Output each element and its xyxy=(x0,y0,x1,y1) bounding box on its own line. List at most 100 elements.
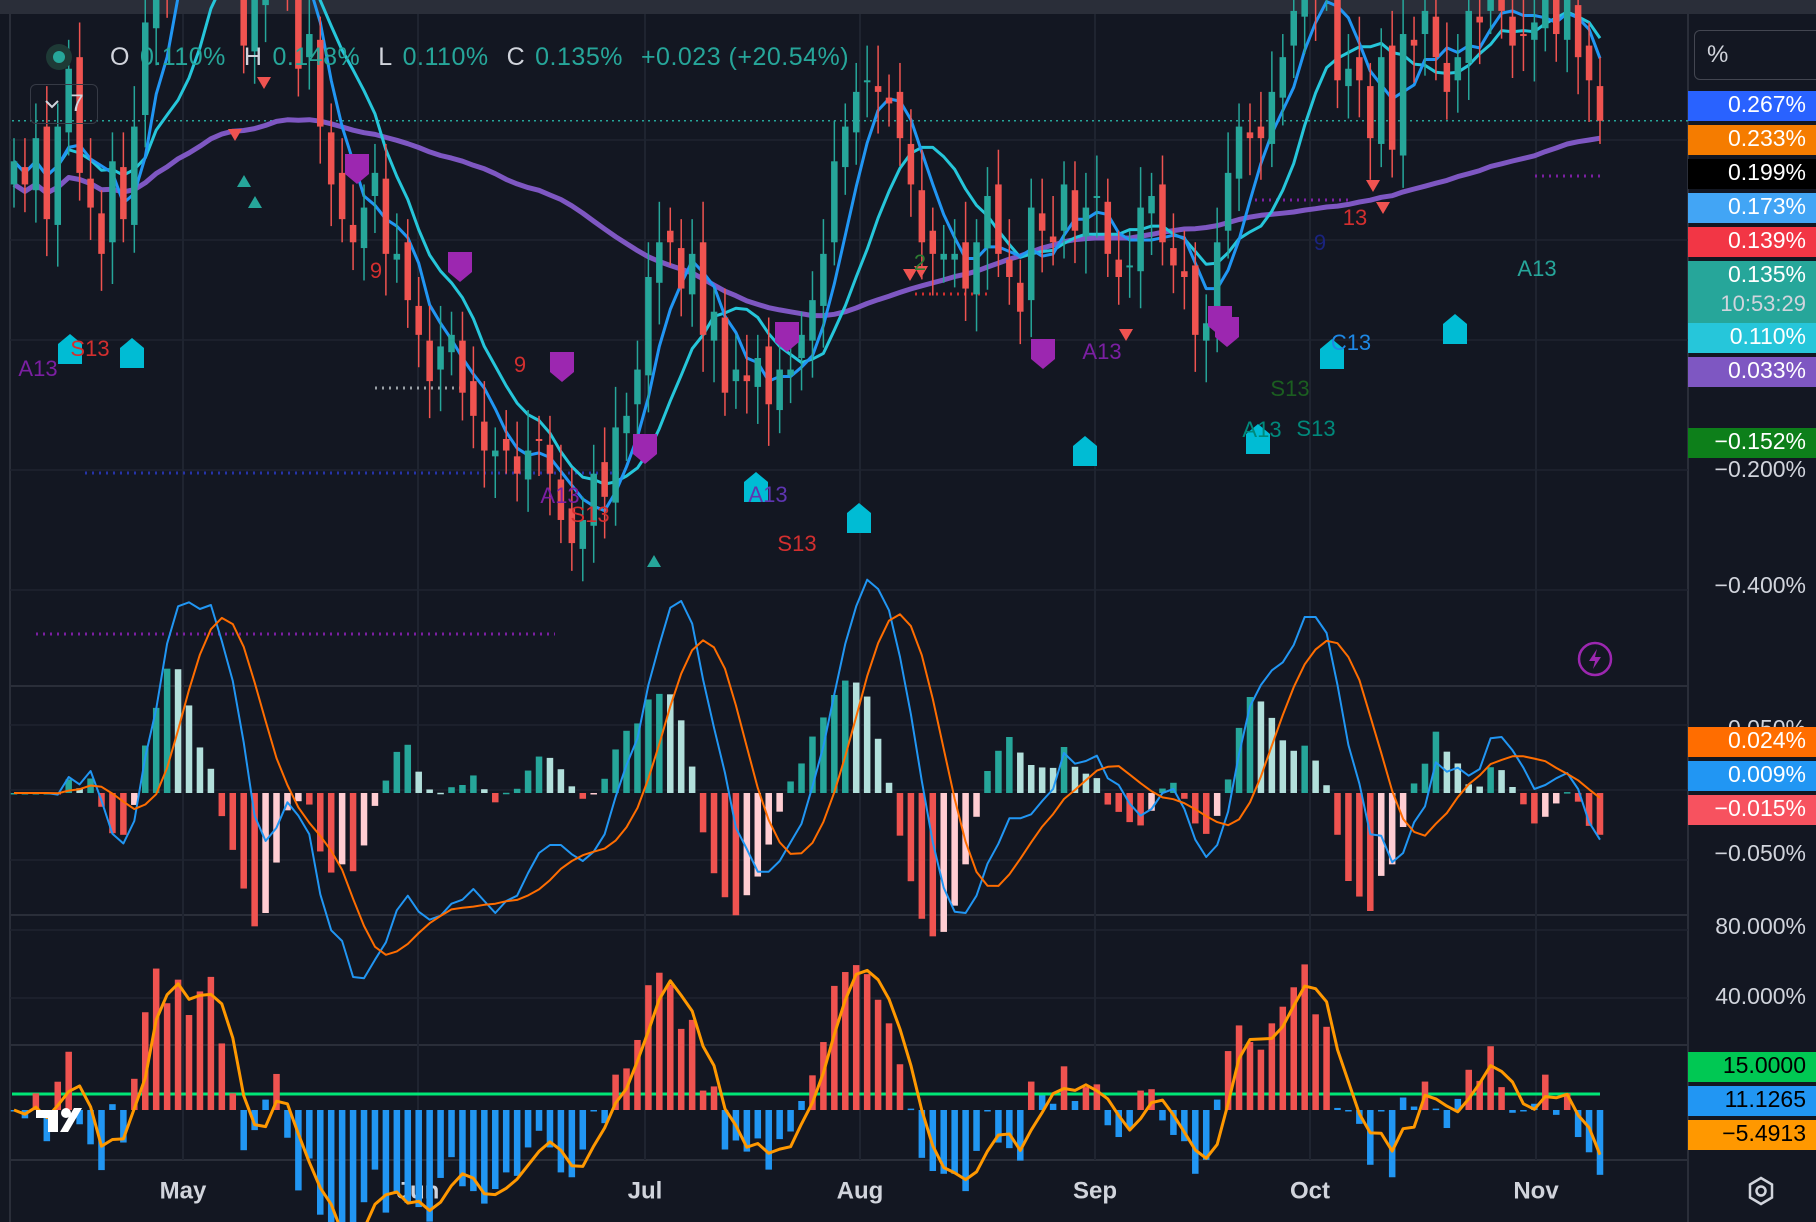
osc-histogram-bar xyxy=(65,1051,72,1110)
osc-histogram-bar xyxy=(1027,1081,1035,1110)
candle-body xyxy=(1115,259,1122,277)
macd-histogram-bar xyxy=(163,668,171,793)
macd-histogram-bar xyxy=(787,781,794,793)
signal-text-marker: A13 xyxy=(748,482,787,507)
osc-histogram-bar xyxy=(1301,964,1308,1110)
buy-arrow-marker xyxy=(647,555,661,567)
osc-histogram-bar xyxy=(645,985,652,1110)
bearish-shield-marker xyxy=(633,434,657,464)
osc-histogram-bar xyxy=(1192,1110,1199,1174)
status-dot-icon[interactable] xyxy=(46,44,72,70)
candle-body xyxy=(524,450,532,480)
price-label-text: 0.033% xyxy=(1728,357,1806,383)
candle-body xyxy=(262,0,269,6)
candle-body xyxy=(1049,236,1057,243)
candle-body xyxy=(820,253,827,306)
signal-text-marker: C13 xyxy=(1331,330,1371,355)
x-tick-label: Oct xyxy=(1290,1177,1330,1204)
macd-histogram-bar xyxy=(295,793,302,802)
candle-body xyxy=(918,190,926,243)
candle-body xyxy=(612,427,619,503)
osc-histogram-bar xyxy=(1596,1110,1604,1175)
candle-body xyxy=(426,340,433,382)
price-label-box xyxy=(1688,357,1816,387)
macd-histogram-bar xyxy=(382,780,390,793)
bearish-shield-marker xyxy=(1215,317,1239,347)
sell-arrow-marker xyxy=(903,269,917,281)
mid-axis-tick: 80.000% xyxy=(1715,913,1806,939)
candle-body xyxy=(306,34,313,58)
osc-histogram-bar xyxy=(404,1110,412,1203)
osc-histogram-bar xyxy=(426,1110,433,1222)
candle-body xyxy=(1476,16,1483,23)
price-label-box xyxy=(1688,193,1816,223)
price-label-box xyxy=(1688,227,1816,257)
osc-histogram-bar xyxy=(163,1003,171,1110)
osc-histogram-bar xyxy=(185,1015,193,1110)
macd-histogram-bar xyxy=(1038,767,1046,793)
tv-logo-part xyxy=(36,1110,58,1132)
candle-body xyxy=(634,369,641,405)
osc-histogram-bar xyxy=(1323,1026,1330,1110)
osc-histogram-bar xyxy=(1246,1042,1254,1110)
lightning-icon[interactable] xyxy=(1576,640,1614,678)
osc-histogram-bar xyxy=(502,1110,510,1173)
macd-histogram-bar xyxy=(196,747,204,793)
macd-histogram-bar xyxy=(721,793,729,898)
osc-histogram-bar xyxy=(962,1110,969,1192)
macd-histogram-bar xyxy=(152,707,160,793)
x-tick-label: Sep xyxy=(1073,1177,1117,1204)
osc-histogram-bar xyxy=(459,1110,466,1187)
scale-mode-button[interactable]: % xyxy=(1694,30,1816,80)
bullish-shield-marker xyxy=(120,338,144,368)
osc-histogram-bar xyxy=(677,1028,685,1110)
high-label: H xyxy=(243,42,263,71)
osc-histogram-bar xyxy=(1356,1110,1363,1124)
candle-body xyxy=(513,456,521,474)
indicators-collapse-button[interactable]: 7 xyxy=(30,84,98,124)
candle-body xyxy=(404,242,412,301)
macd-histogram-bar xyxy=(1148,793,1155,811)
macd-histogram-bar xyxy=(437,792,444,795)
low-label: L xyxy=(378,42,393,71)
osc-label-text: −5.4913 xyxy=(1722,1120,1806,1146)
osc-histogram-bar xyxy=(1443,1110,1451,1129)
tradingview-logo xyxy=(36,1108,82,1132)
candle-body xyxy=(557,479,565,520)
macd-histogram-bar xyxy=(502,792,510,795)
osc-histogram-bar xyxy=(885,1023,893,1110)
osc-histogram-bar xyxy=(32,1093,40,1110)
macd-histogram-bar xyxy=(207,768,215,793)
osc-histogram-bar xyxy=(1312,1014,1319,1110)
macd-histogram-bar xyxy=(1509,787,1516,793)
open-value: 0.110% xyxy=(139,42,226,71)
candle-body xyxy=(1454,57,1462,81)
macd-histogram-bar xyxy=(1093,778,1101,793)
sell-arrow-marker xyxy=(228,129,242,141)
price-label-text: 0.139% xyxy=(1728,227,1806,253)
macd-histogram-bar xyxy=(874,738,882,793)
macd-histogram-bar xyxy=(1377,793,1385,876)
osc-histogram-bar xyxy=(43,1110,51,1142)
macd-histogram-bar xyxy=(470,775,477,793)
macd-histogram-bar xyxy=(459,785,466,793)
osc-histogram-bar xyxy=(929,1110,937,1172)
macd-histogram-bar xyxy=(76,788,83,793)
osc-histogram-bar xyxy=(973,1110,980,1151)
osc-histogram-bar xyxy=(415,1110,422,1208)
settings-hex-icon[interactable] xyxy=(1744,1174,1778,1208)
candle-body xyxy=(371,172,379,197)
osc-histogram-bar xyxy=(513,1110,521,1176)
osc-histogram-bar xyxy=(295,1110,302,1191)
candle-body xyxy=(743,375,751,382)
macd-histogram-bar xyxy=(393,751,401,793)
osc-histogram-bar xyxy=(1454,1098,1462,1110)
osc-histogram-bar xyxy=(349,1110,357,1222)
macd-histogram-bar xyxy=(1367,793,1374,911)
candle-body xyxy=(54,126,62,225)
buy-arrow-marker xyxy=(237,175,251,187)
candle-body xyxy=(765,346,772,405)
osc-histogram-bar xyxy=(393,1110,401,1194)
macd-label-text: −0.015% xyxy=(1715,795,1806,821)
